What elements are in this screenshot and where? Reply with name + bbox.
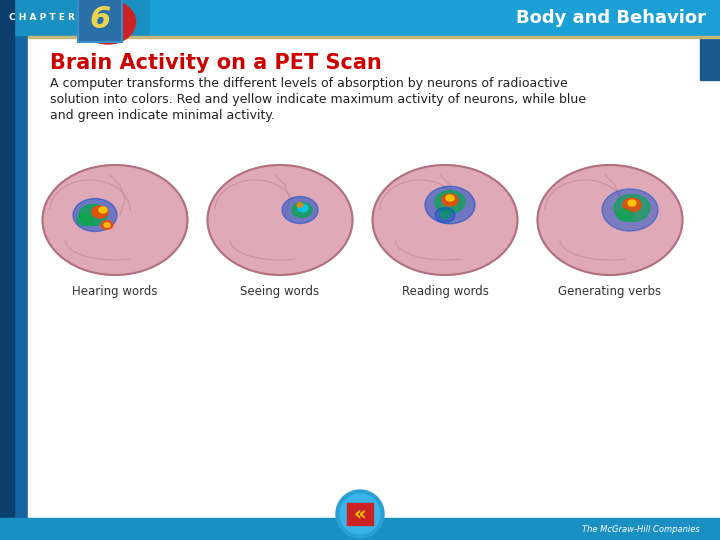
Text: Generating verbs: Generating verbs — [559, 286, 662, 299]
Text: solution into colors. Red and yellow indicate maximum activity of neurons, while: solution into colors. Red and yellow ind… — [50, 92, 586, 105]
Ellipse shape — [446, 195, 454, 201]
Bar — [0, 0, 14, 540]
Ellipse shape — [73, 199, 117, 232]
Ellipse shape — [336, 490, 384, 538]
Ellipse shape — [101, 220, 113, 230]
Ellipse shape — [425, 186, 475, 224]
Ellipse shape — [99, 207, 107, 213]
Ellipse shape — [207, 165, 353, 275]
Bar — [0, 0, 28, 540]
Ellipse shape — [614, 194, 650, 221]
Bar — [0, 518, 720, 540]
Text: and green indicate minimal activity.: and green indicate minimal activity. — [50, 109, 275, 122]
Text: Hearing words: Hearing words — [72, 286, 158, 299]
Ellipse shape — [297, 202, 303, 207]
Text: 6: 6 — [89, 4, 111, 33]
Ellipse shape — [628, 200, 636, 206]
Bar — [700, 38, 720, 80]
Ellipse shape — [292, 202, 312, 218]
Ellipse shape — [77, 214, 93, 226]
Text: «: « — [354, 504, 366, 523]
FancyBboxPatch shape — [78, 0, 122, 42]
Bar — [28, 38, 706, 518]
Ellipse shape — [104, 222, 110, 227]
Text: The McGraw-Hill Companies: The McGraw-Hill Companies — [582, 524, 700, 534]
Bar — [0, 0, 720, 35]
Ellipse shape — [440, 211, 450, 219]
Ellipse shape — [81, 0, 135, 44]
Text: Reading words: Reading words — [402, 286, 488, 299]
Text: Seeing words: Seeing words — [240, 286, 320, 299]
Ellipse shape — [538, 165, 683, 275]
Ellipse shape — [435, 207, 455, 222]
Ellipse shape — [442, 194, 458, 206]
Ellipse shape — [79, 205, 107, 226]
Ellipse shape — [435, 191, 465, 213]
Text: A computer transforms the different levels of absorption by neurons of radioacti: A computer transforms the different leve… — [50, 77, 568, 90]
Ellipse shape — [602, 189, 658, 231]
Ellipse shape — [298, 204, 308, 212]
Text: Brain Activity on a PET Scan: Brain Activity on a PET Scan — [50, 53, 382, 73]
Bar — [347, 503, 373, 525]
Ellipse shape — [282, 197, 318, 224]
Ellipse shape — [92, 206, 108, 218]
Bar — [150, 0, 720, 35]
Ellipse shape — [372, 165, 518, 275]
Ellipse shape — [617, 209, 633, 221]
Ellipse shape — [42, 165, 187, 275]
Text: Body and Behavior: Body and Behavior — [516, 9, 706, 27]
Ellipse shape — [623, 198, 641, 212]
Ellipse shape — [340, 494, 380, 534]
Bar — [28, 36, 720, 38]
Text: C H A P T E R: C H A P T E R — [9, 12, 75, 22]
